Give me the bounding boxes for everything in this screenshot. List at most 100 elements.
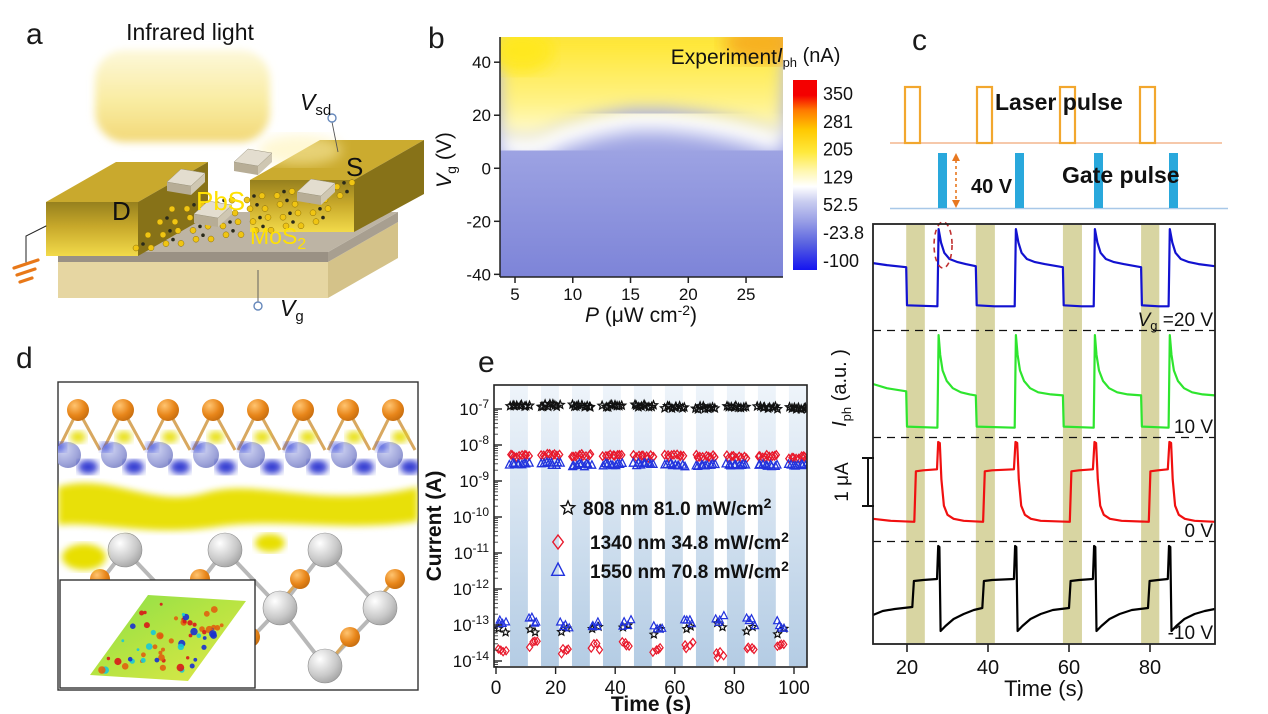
e-y-tick-label: 10-10 — [453, 505, 490, 527]
e-y-tick-label: 10-7 — [459, 397, 489, 419]
e-y-tick-label: 10-8 — [459, 433, 489, 455]
trace-label-10V: 10 V — [1174, 417, 1213, 438]
light-on-stripe — [540, 386, 559, 666]
infrared-beam — [95, 50, 270, 142]
e-x-tick-label: 100 — [778, 678, 810, 699]
heatmap-orange-corner — [723, 37, 783, 63]
legend-808nm: 808 nm 81.0 mW/cm2 — [583, 495, 772, 520]
legend-1550nm: 1550 nm 70.8 mW/cm2 — [590, 558, 789, 583]
photocurrent-trace-20V — [872, 228, 1215, 308]
e-y-axis-title: Current (A) — [423, 471, 446, 582]
charge-density-map-inset — [59, 579, 256, 689]
b-x-tick-label: 25 — [737, 285, 756, 304]
b-y-tick-label: -20 — [466, 212, 491, 231]
light-on-stripe — [571, 386, 590, 666]
trace-label-0V: 0 V — [1184, 521, 1213, 542]
pbs-quantum-dot-cubes — [166, 148, 336, 227]
laser-on-band — [1141, 225, 1160, 643]
heatmap-white-transition — [500, 102, 783, 162]
e-axis-ticks: 0 20 40 60 80 100 10-7 10-8 10-9 10-10 10-11 10-12 1… — [453, 397, 810, 699]
gate-pulse-label: Gate pulse — [1062, 162, 1180, 188]
trace-label-20V: Vg =20 V — [1138, 310, 1214, 333]
photocurrent-trace-10V — [872, 334, 1215, 429]
colorbar — [793, 80, 817, 270]
laser-on-band — [906, 225, 925, 643]
vg-terminal — [253, 270, 263, 311]
light-on-stripe — [695, 386, 714, 666]
mos2-label: MoS2 — [250, 223, 306, 253]
panel-d-charge-density-art — [57, 381, 419, 691]
pulse-timing-diagram — [890, 85, 1228, 210]
gate-pulse-mark — [1169, 153, 1178, 208]
c-x-axis-title: Time (s) — [1004, 676, 1084, 701]
colorbar-tick-label: 350 — [823, 84, 853, 104]
source-label: S — [346, 152, 363, 182]
light-on-stripe — [602, 386, 621, 666]
b-x-tick-label: 5 — [510, 285, 519, 304]
colorbar-title: Iph (nA) — [777, 45, 840, 70]
colorbar-tick-label: 129 — [823, 167, 853, 187]
b-x-tick-label: 20 — [679, 285, 698, 304]
e-x-tick-label: 20 — [545, 678, 566, 699]
e-x-tick-label: 80 — [724, 678, 745, 699]
series-star — [494, 398, 807, 639]
b-x-axis-title: P (μW cm-2) — [585, 302, 697, 327]
panel-a-device-schematic: Infrared light — [12, 19, 424, 325]
c-x-tick-label: 80 — [1139, 657, 1161, 679]
panel-b-label: b — [428, 22, 445, 55]
e-y-tick-label: 10-9 — [459, 469, 489, 491]
panel-e-label: e — [478, 346, 495, 379]
scalebar-label: 1 μA — [832, 462, 853, 502]
trace-label-m10V: -10 V — [1168, 623, 1214, 644]
colorbar-tick-label: -23.8 — [823, 223, 864, 243]
b-y-axis-title: Vg (V) — [433, 132, 459, 188]
scatter-points — [494, 398, 807, 663]
drain-label: D — [112, 196, 131, 226]
heatmap-surface — [500, 37, 783, 277]
b-x-tick-label: 10 — [563, 285, 582, 304]
laser-pulse-mark — [903, 85, 922, 145]
gate-amplitude-label: 40 V — [971, 176, 1013, 198]
vsd-label: Vsd — [300, 89, 331, 119]
annotation-ellipse — [933, 221, 953, 269]
e-x-axis-title: Time (s) — [611, 693, 691, 714]
gate-pulse-mark — [938, 153, 947, 208]
infrared-light-label: Infrared light — [126, 19, 254, 45]
laser-on-band — [975, 225, 995, 643]
colorbar-tick-label: 281 — [823, 112, 853, 132]
e-x-tick-label: 60 — [664, 678, 685, 699]
vsd-terminal — [327, 113, 339, 153]
light-on-stripe — [510, 386, 528, 666]
laser-pulse-mark — [975, 85, 994, 145]
panel-c-pulse-and-traces: Laser pulse Gate pulse 40 V Iph (a.u. ) … — [829, 85, 1228, 701]
heatmap-yellow-region — [500, 37, 783, 140]
gate-pulse-mark — [1015, 153, 1024, 208]
e-y-tick-label: 10-14 — [453, 649, 490, 671]
e-y-tick-label: 10-11 — [454, 541, 490, 563]
vg-label: Vg — [280, 295, 304, 325]
c-plot-border — [872, 223, 1216, 645]
ground-symbol — [12, 225, 47, 284]
current-scalebar — [862, 457, 874, 507]
colorbar-tick-label: 52.5 — [823, 195, 858, 215]
laser-pulse-label: Laser pulse — [995, 89, 1123, 115]
b-x-tick-label: 15 — [621, 285, 640, 304]
scatter-plot-area: 0 20 40 60 80 100 10-7 10-8 10-9 10-10 10-11 10-12 1… — [453, 384, 810, 699]
colorbar-tick-label: 205 — [823, 140, 853, 160]
photocurrent-trace--10V — [872, 544, 1216, 633]
c-x-tick-label: 40 — [977, 657, 999, 679]
c-x-tick-label: 20 — [896, 657, 918, 679]
c-y-axis-title: Iph (a.u. ) — [829, 349, 854, 427]
laser-on-band — [1062, 225, 1082, 643]
b-y-tick-label: 0 — [482, 159, 491, 178]
b-y-tick-label: 40 — [472, 53, 491, 72]
light-on-stripe — [633, 386, 652, 666]
b-y-tick-label: -40 — [466, 265, 491, 284]
colorbar-tick-label: -100 — [823, 251, 859, 271]
laser-pulse-mark — [1138, 85, 1157, 145]
e-plot-border — [493, 384, 808, 668]
legend-1340nm: 1340 nm 34.8 mW/cm2 — [590, 529, 789, 554]
c-x-ticks: 20 40 60 80 — [896, 644, 1161, 679]
photocurrent-trace-0V — [872, 440, 1215, 523]
